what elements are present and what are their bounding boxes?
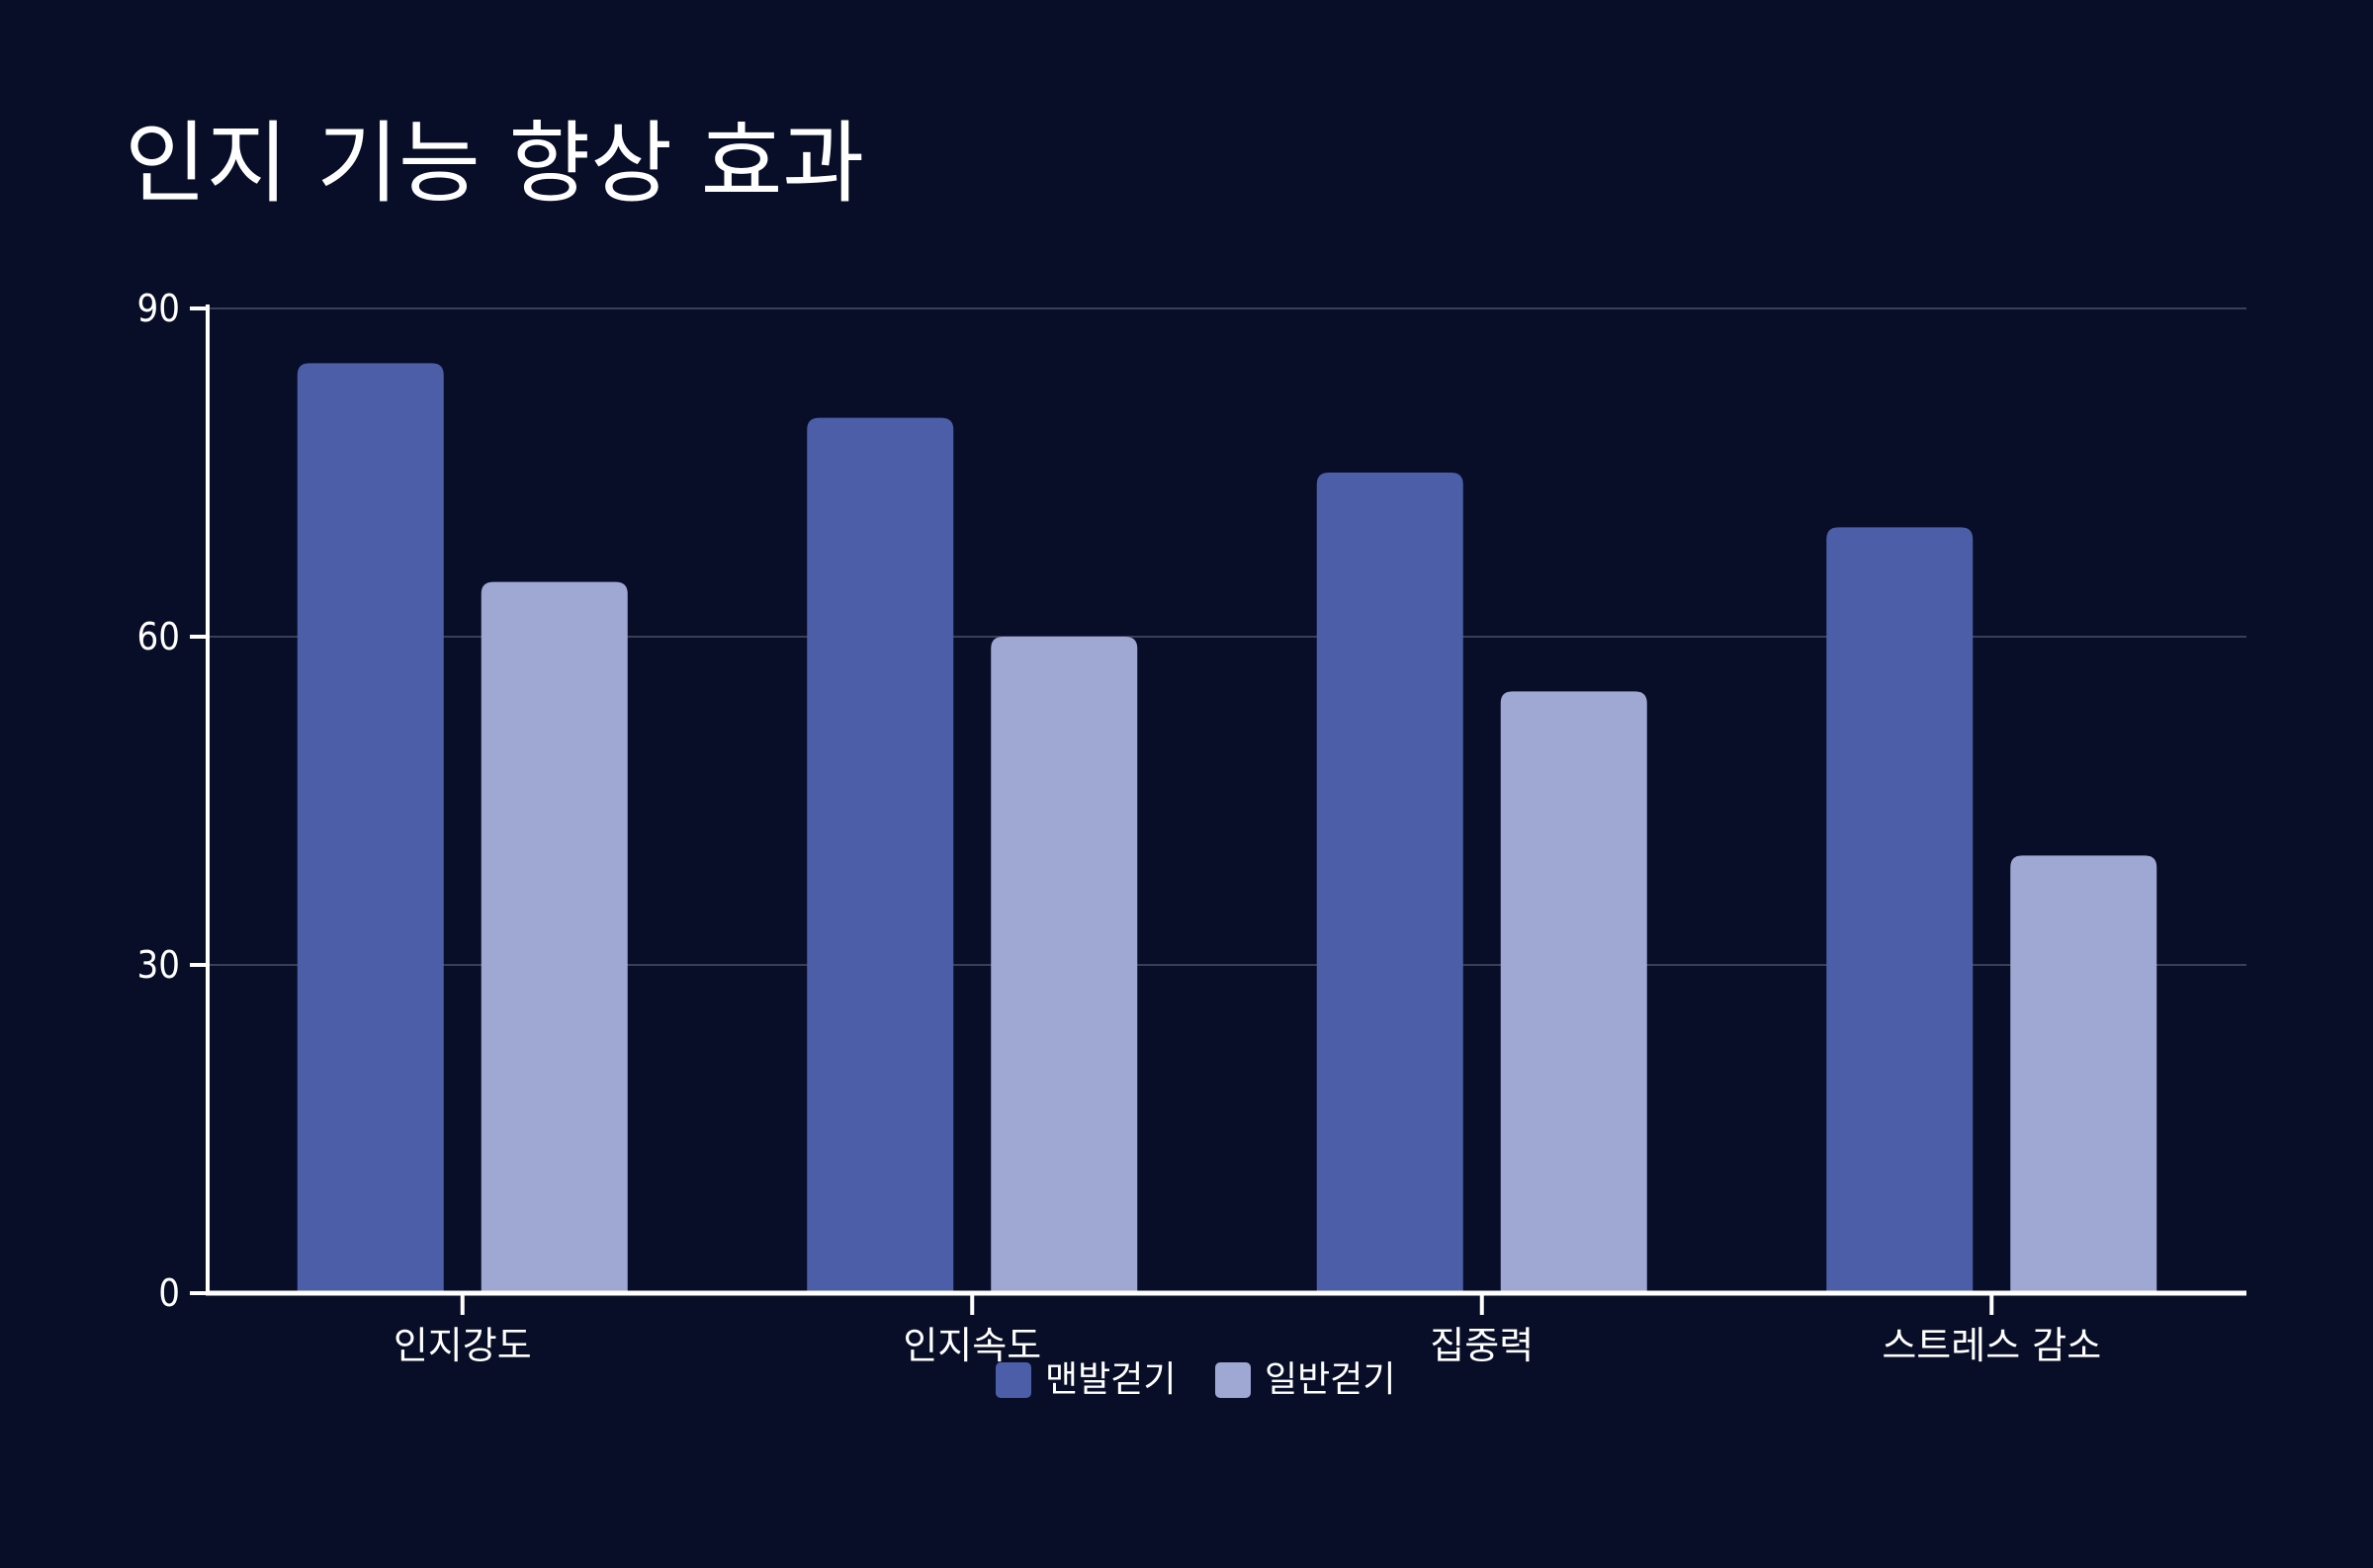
bar-series-1 xyxy=(807,417,954,1294)
legend-label: 일반걷기 xyxy=(1265,1359,1395,1400)
legend-label: 맨발걷기 xyxy=(1045,1359,1176,1400)
bar-series-1 xyxy=(297,363,444,1293)
bar-series-1 xyxy=(1316,473,1463,1293)
bar-series-2 xyxy=(2010,855,2157,1293)
legend-swatch xyxy=(1215,1362,1251,1398)
legend-swatch xyxy=(996,1362,1031,1398)
y-tick-label: 0 xyxy=(158,1271,180,1315)
y-tick-label: 90 xyxy=(137,287,181,330)
bars xyxy=(297,363,2157,1294)
x-tick-label: 인지속도 xyxy=(903,1324,1041,1367)
bar-series-2 xyxy=(481,581,628,1293)
bar-series-2 xyxy=(1500,691,1647,1293)
x-tick-label: 인지강도 xyxy=(394,1324,532,1367)
chart-title: 인지 기능 향상 효과 xyxy=(125,112,865,216)
bar-series-1 xyxy=(1826,527,1974,1293)
legend: 맨발걷기 일반걷기 xyxy=(996,1359,1395,1400)
x-tick-label: 스트레스 감소 xyxy=(1882,1324,2101,1367)
x-tick-label: 집중력 xyxy=(1430,1324,1534,1367)
axes: 0 30 60 90 인지강도 인지속도 집중력 스트레스 감소 xyxy=(137,287,2246,1367)
y-tick-label: 30 xyxy=(137,943,181,987)
y-tick-label: 60 xyxy=(137,615,181,658)
bar-series-2 xyxy=(991,637,1138,1293)
